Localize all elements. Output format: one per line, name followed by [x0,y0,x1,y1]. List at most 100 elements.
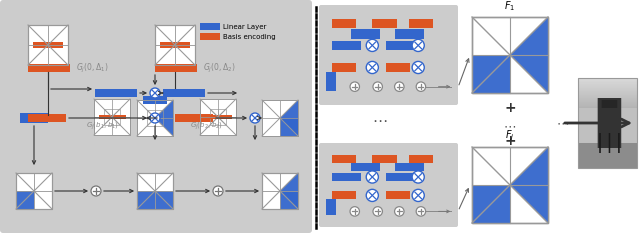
Circle shape [412,39,424,51]
Bar [28,114,66,122]
Bar [332,155,356,163]
Bar [326,207,336,215]
Text: $G_j(0,\Delta_2)$: $G_j(0,\Delta_2)$ [203,62,236,75]
Bar [472,147,548,223]
Circle shape [416,207,426,216]
Bar [147,110,163,126]
Bar [20,113,48,123]
Bar [351,29,380,39]
Bar [200,99,236,135]
Polygon shape [155,100,173,136]
Text: $F_1$: $F_1$ [504,0,516,13]
Bar [351,163,380,171]
Text: $G_j(b_2,b_2)$: $G_j(b_2,b_2)$ [190,120,223,132]
Bar [28,25,68,65]
Circle shape [366,189,378,202]
Bar [326,199,336,207]
Bar [155,64,197,72]
Polygon shape [280,191,298,209]
Bar [409,18,433,28]
Text: Linear Layer: Linear Layer [223,24,266,30]
Circle shape [91,186,101,196]
Circle shape [412,171,424,183]
Bar [472,17,548,93]
Polygon shape [16,191,34,209]
Circle shape [366,171,378,183]
Text: $\cdots$: $\cdots$ [372,113,388,127]
Bar [137,100,173,136]
Polygon shape [280,173,298,209]
Bar [137,173,173,209]
Bar [472,147,548,223]
Bar [143,96,167,104]
Text: $\cdots$: $\cdots$ [556,116,569,130]
Bar [332,191,356,199]
Bar [332,173,361,181]
Circle shape [412,189,424,202]
Bar [211,110,225,125]
Bar [94,99,130,135]
Polygon shape [137,191,155,209]
Bar [200,99,236,135]
Circle shape [412,62,424,74]
Bar [94,99,130,135]
Bar [326,72,336,82]
Bar [262,100,298,136]
Bar [16,173,52,209]
Bar [386,191,410,199]
Text: +: + [504,134,516,148]
Text: $F_j$: $F_j$ [505,129,515,143]
Circle shape [350,82,360,91]
Text: Basis encoding: Basis encoding [223,34,276,40]
Text: +: + [504,101,516,115]
Circle shape [150,113,160,123]
Bar [200,23,220,30]
Bar [396,163,424,171]
Bar [175,114,213,122]
Bar [33,42,63,48]
Text: $G_j(b_1,b_1)$: $G_j(b_1,b_1)$ [86,120,119,132]
Circle shape [373,82,383,91]
Bar [137,173,173,209]
Bar [95,89,137,97]
Text: $G_j(0,\Delta_1)$: $G_j(0,\Delta_1)$ [76,62,109,75]
Polygon shape [510,147,548,223]
Bar [262,173,298,209]
Polygon shape [280,100,298,136]
Bar [396,29,424,39]
FancyBboxPatch shape [0,0,312,233]
FancyBboxPatch shape [319,5,458,105]
Bar [262,173,298,209]
Polygon shape [472,185,510,223]
Bar [332,18,356,28]
Text: $\cdots$: $\cdots$ [504,120,516,133]
Circle shape [350,207,360,216]
Bar [160,42,190,48]
Polygon shape [472,55,510,93]
Bar [386,63,410,72]
Bar [28,25,68,65]
Bar [200,33,220,40]
Bar [205,115,232,119]
Circle shape [213,186,223,196]
Bar [409,155,433,163]
Bar [372,155,397,163]
Bar [332,63,356,72]
Bar [155,25,195,65]
Circle shape [250,113,260,123]
Bar [28,64,70,72]
Circle shape [366,62,378,74]
Bar [155,25,195,65]
Polygon shape [155,191,173,209]
Circle shape [416,82,426,91]
Polygon shape [510,17,548,93]
Bar [99,115,125,119]
Circle shape [150,88,160,98]
Polygon shape [280,118,298,136]
Bar [386,173,415,181]
Circle shape [366,39,378,51]
Bar [262,100,298,136]
Bar [104,110,120,125]
Bar [386,41,415,50]
Circle shape [395,207,404,216]
